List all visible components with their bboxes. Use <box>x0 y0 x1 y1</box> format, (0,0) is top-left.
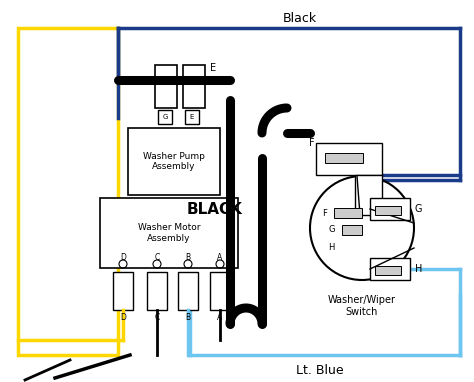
Text: Washer/Wiper
Switch: Washer/Wiper Switch <box>328 295 396 317</box>
Text: BLACK: BLACK <box>187 202 243 217</box>
Bar <box>342 225 362 235</box>
Text: A: A <box>218 314 223 322</box>
Bar <box>375 266 401 275</box>
Text: C: C <box>155 314 160 322</box>
Bar <box>178 272 198 310</box>
Bar <box>210 272 230 310</box>
Bar <box>355 175 382 215</box>
Text: E: E <box>190 114 194 120</box>
Bar <box>18 28 118 355</box>
Bar <box>316 143 382 175</box>
Bar <box>370 258 410 280</box>
Bar <box>375 206 401 215</box>
Bar <box>185 110 199 124</box>
Text: C: C <box>155 254 160 262</box>
Bar <box>128 128 220 195</box>
Text: Washer Motor
Assembly: Washer Motor Assembly <box>138 223 200 243</box>
Text: A: A <box>218 254 223 262</box>
Text: B: B <box>185 254 191 262</box>
Bar <box>147 272 167 310</box>
Bar <box>325 153 363 163</box>
Bar <box>334 208 362 218</box>
Text: G: G <box>162 114 168 120</box>
Bar <box>370 198 410 220</box>
Text: H: H <box>415 264 422 274</box>
Bar <box>113 272 133 310</box>
Text: F: F <box>322 209 327 217</box>
Text: Black: Black <box>283 11 317 24</box>
Bar <box>158 110 172 124</box>
Text: D: D <box>120 314 126 322</box>
Text: G: G <box>328 225 335 235</box>
Text: E: E <box>210 63 216 73</box>
Text: F: F <box>310 138 315 148</box>
Text: Lt. Blue: Lt. Blue <box>296 364 344 377</box>
Text: G: G <box>415 204 422 214</box>
Text: Washer Pump
Assembly: Washer Pump Assembly <box>143 152 205 171</box>
Bar <box>183 65 205 108</box>
Text: B: B <box>185 314 191 322</box>
Text: H: H <box>328 243 335 251</box>
Text: D: D <box>120 254 126 262</box>
Bar <box>155 65 177 108</box>
Bar <box>100 198 238 268</box>
Text: E: E <box>210 77 216 87</box>
